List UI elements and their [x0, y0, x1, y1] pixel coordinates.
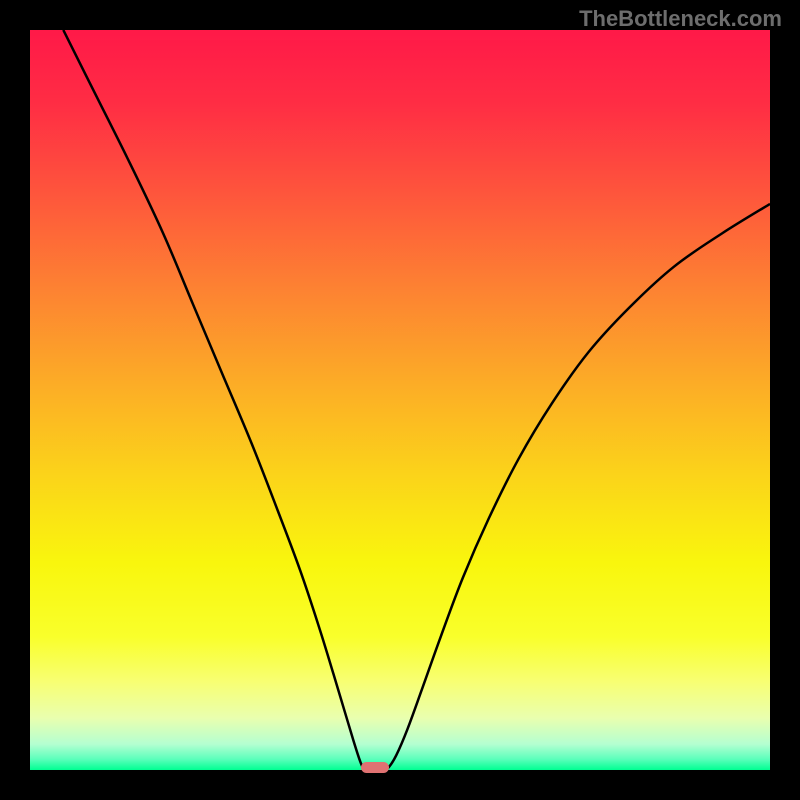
chart-container: TheBottleneck.com: [0, 0, 800, 800]
bottleneck-curves: [30, 30, 770, 770]
watermark-text: TheBottleneck.com: [579, 6, 782, 32]
minimum-marker: [361, 762, 389, 773]
curve-right: [384, 204, 770, 770]
plot-area: [30, 30, 770, 770]
curve-left: [63, 30, 366, 770]
